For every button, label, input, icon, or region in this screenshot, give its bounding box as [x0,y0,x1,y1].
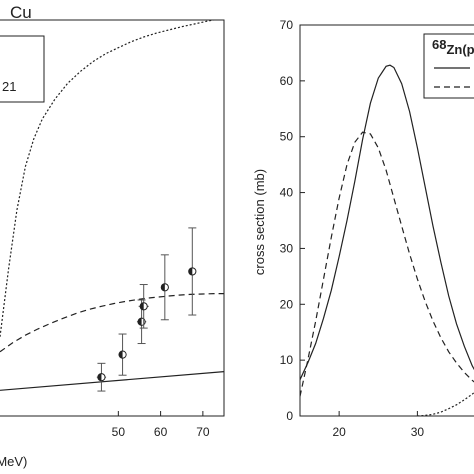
right-series-group [300,64,474,416]
data-point-half-fill [140,302,144,310]
series-dashed-line [300,131,474,397]
right-legend-superscript: 68 [432,37,446,52]
y-tick-label: 10 [280,353,294,367]
y-tick-label: 50 [280,130,294,144]
y-tick-label: 70 [280,18,294,32]
x-tick-label: 50 [112,425,126,439]
right-y-axis-title: cross section (mb) [252,169,267,275]
right-panel: cross section (mb) 20 30 0 10 20 30 40 50 60 70 6… [252,18,474,439]
left-legend-box: 21 [0,35,45,103]
left-experimental-points [96,227,197,392]
series-dotted-line [417,392,474,416]
series-solid-line [300,64,474,380]
left-panel: Cu 21 50 60 70 (MeV) [0,3,225,469]
left-legend-frame [0,35,45,103]
left-plot-frame [0,19,225,417]
data-point-half-fill [137,318,142,326]
series-dotted-line [0,20,217,337]
left-panel-title: Cu [10,3,32,22]
y-tick-label: 0 [286,409,293,423]
series-dashed-line [0,293,224,353]
y-tick-label: 20 [280,297,294,311]
right-legend-label: 68Zn(p [432,37,474,57]
right-legend-box: 68Zn(p [423,33,474,99]
data-point-half-fill [97,373,102,381]
data-point-half-fill [161,283,165,291]
y-tick-label: 60 [280,74,294,88]
left-legend-text: 21 [2,79,16,94]
left-series-group [0,20,224,391]
right-axes: 20 30 0 10 20 30 40 50 60 70 [280,18,425,439]
y-tick-label: 30 [280,241,294,255]
left-x-axis-title: (MeV) [0,454,27,469]
right-plot-frame [299,24,474,417]
series-solid-line [0,371,224,391]
x-tick-label: 30 [411,425,425,439]
data-point-half-fill [188,267,193,276]
x-tick-label: 20 [332,425,346,439]
x-tick-label: 70 [196,425,210,439]
data-point-half-fill [118,351,123,359]
right-legend-main: Zn(p [446,42,474,57]
y-tick-label: 40 [280,186,294,200]
left-x-axis: 50 60 70 [112,411,210,439]
x-tick-label: 60 [154,425,168,439]
